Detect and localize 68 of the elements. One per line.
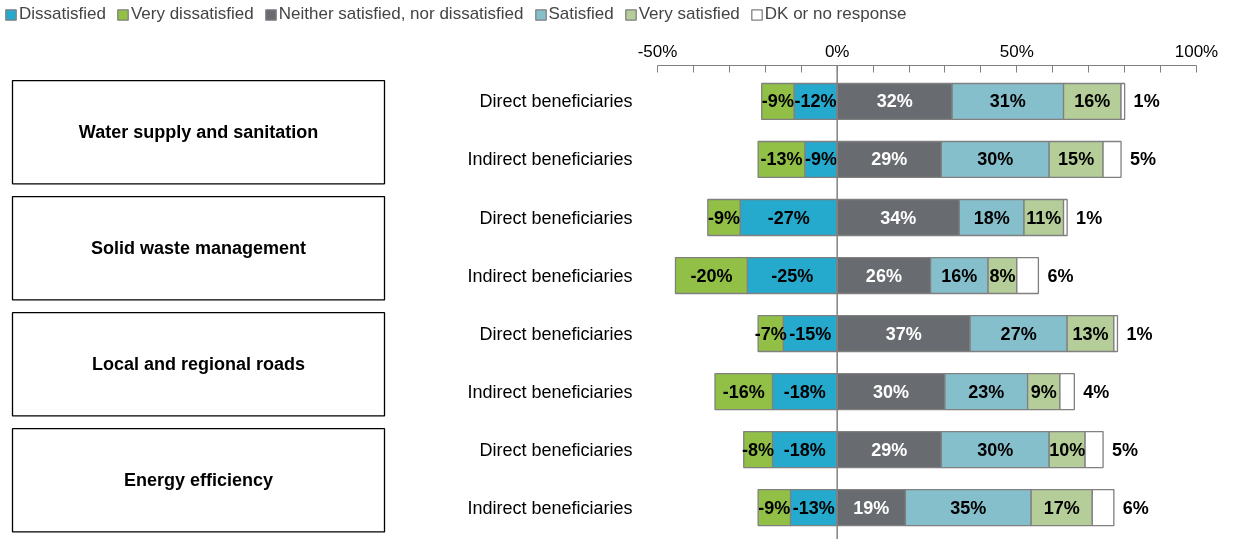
y-tick-label: Indirect beneficiaries xyxy=(467,265,633,286)
data-label: -25% xyxy=(771,265,814,286)
data-label: 5% xyxy=(1130,149,1157,170)
x-tick-label: 0% xyxy=(824,41,850,61)
data-label: -9% xyxy=(761,91,794,112)
data-label: -9% xyxy=(804,149,838,170)
data-label: 5% xyxy=(1112,439,1139,460)
data-label: 31% xyxy=(989,91,1026,112)
data-label: 16% xyxy=(941,265,978,286)
data-label: 1% xyxy=(1076,207,1103,228)
data-label: 30% xyxy=(977,149,1014,170)
data-label: 23% xyxy=(968,381,1005,402)
x-tick-label: 50% xyxy=(999,41,1034,61)
data-label: 13% xyxy=(1072,323,1109,344)
x-tick-label: 100% xyxy=(1174,41,1219,61)
legend-label: Very dissatisfied xyxy=(130,4,254,24)
text: Solid waste management xyxy=(90,238,307,259)
y-tick-label: Indirect beneficiaries xyxy=(467,149,633,170)
y-tick-label: Direct beneficiaries xyxy=(479,91,633,112)
y-tick-label: Indirect beneficiaries xyxy=(467,497,633,518)
data-label: 10% xyxy=(1049,439,1086,460)
text: Local and regional roads xyxy=(91,354,306,375)
data-label: -9% xyxy=(758,497,791,518)
data-label: 15% xyxy=(1058,149,1095,170)
data-label: -27% xyxy=(767,207,810,228)
data-label: -18% xyxy=(783,381,826,402)
data-label: -12% xyxy=(794,91,837,112)
data-label: 32% xyxy=(876,91,913,112)
legend-label: Satisfied xyxy=(548,4,614,24)
data-label: 27% xyxy=(1000,323,1037,344)
data-label: 29% xyxy=(871,149,908,170)
text: Energy efficiency xyxy=(123,470,274,491)
data-label: 8% xyxy=(989,265,1016,286)
data-label: -16% xyxy=(722,381,765,402)
data-label: 30% xyxy=(873,381,910,402)
data-label: 29% xyxy=(871,439,908,460)
data-label: -20% xyxy=(690,265,733,286)
data-label: 17% xyxy=(1043,497,1080,518)
data-label: 6% xyxy=(1122,497,1149,518)
legend-label: Neither satisfied, nor dissatisfied xyxy=(278,4,524,24)
data-label: -15% xyxy=(789,323,832,344)
data-label: 37% xyxy=(885,323,922,344)
data-label: 26% xyxy=(865,265,902,286)
text: Water supply and sanitation xyxy=(78,122,319,143)
data-label: 18% xyxy=(973,207,1010,228)
data-label: 1% xyxy=(1126,323,1153,344)
y-tick-label: Direct beneficiaries xyxy=(479,439,633,460)
y-tick-label: Indirect beneficiaries xyxy=(467,381,633,402)
legend-label: DK or no response xyxy=(764,4,907,24)
data-label: 11% xyxy=(1026,207,1062,228)
data-label: -13% xyxy=(792,497,835,518)
data-label: 35% xyxy=(950,497,987,518)
data-label: 9% xyxy=(1030,381,1057,402)
data-label: -9% xyxy=(707,207,740,228)
data-label: 1% xyxy=(1133,91,1160,112)
data-label: 16% xyxy=(1074,91,1111,112)
legend-label: Dissatisfied xyxy=(19,4,106,24)
data-label: -18% xyxy=(783,439,826,460)
y-tick-label: Direct beneficiaries xyxy=(479,207,633,228)
legend-label: Very satisfied xyxy=(638,4,740,24)
data-label: -13% xyxy=(760,149,803,170)
data-label: 34% xyxy=(880,207,917,228)
data-label: 6% xyxy=(1047,265,1074,286)
x-tick-label: -50% xyxy=(637,41,678,61)
y-tick-label: Direct beneficiaries xyxy=(479,323,633,344)
data-label: 4% xyxy=(1083,381,1110,402)
data-label: 19% xyxy=(853,497,890,518)
data-label: 30% xyxy=(977,439,1014,460)
